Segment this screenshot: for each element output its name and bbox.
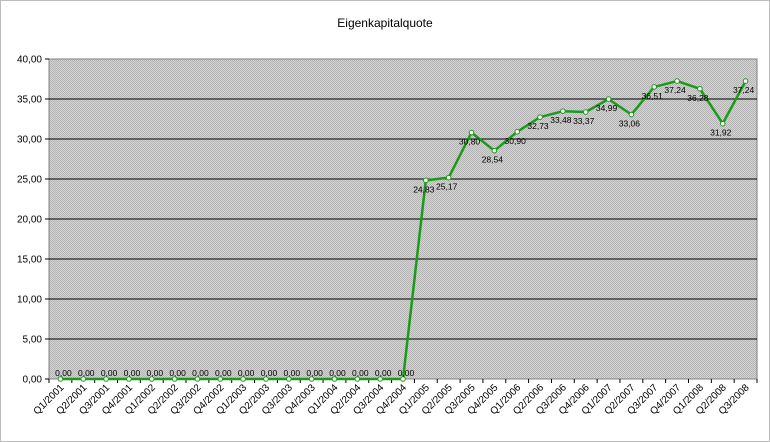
y-tick-label: 25,00 [17,175,42,186]
data-point [514,129,520,135]
data-label: 0,00 [284,368,301,378]
data-point [194,376,201,382]
data-label: 31,92 [710,128,732,138]
data-label: 0,00 [375,368,392,378]
data-label: 30,90 [505,136,527,146]
data-label: 33,48 [550,115,572,125]
data-label: 0,00 [261,368,278,378]
data-label: 0,00 [169,368,186,378]
data-point [286,376,292,382]
data-label: 24,83 [413,184,435,194]
data-point [103,376,109,382]
y-tick-label: 20,00 [17,215,42,226]
data-label: 34,99 [596,103,618,113]
y-tick-label: 15,00 [17,255,42,266]
data-point [742,78,749,84]
data-label: 36,28 [687,93,709,103]
data-point [308,376,315,382]
data-point [697,85,703,92]
data-point [719,120,726,127]
data-label: 0,00 [101,368,118,378]
data-label: 30,80 [459,137,481,147]
data-label: 0,00 [398,368,415,378]
y-tick-label: 30,00 [17,135,42,146]
data-point [126,376,132,382]
data-point [445,174,452,181]
data-label: 0,00 [306,368,323,378]
data-point [57,376,64,382]
data-label: 33,37 [573,116,595,126]
y-tick-label: 10,00 [17,295,42,306]
data-point [217,376,224,382]
data-label: 0,00 [329,368,346,378]
data-point [354,376,361,382]
data-point [331,376,338,382]
data-label: 0,00 [147,368,164,378]
data-label: 37,24 [733,85,755,95]
data-label: 0,00 [192,368,209,378]
data-point [468,129,475,136]
data-point [423,177,429,184]
data-label: 37,24 [664,85,686,95]
data-label: 0,00 [124,368,141,378]
data-label: 25,17 [436,182,458,192]
data-point [171,376,178,382]
data-label: 0,00 [238,368,255,378]
data-label: 0,00 [352,368,369,378]
data-label: 32,73 [527,121,549,131]
data-label: 0,00 [55,368,72,378]
data-label: 33,06 [619,119,641,129]
data-point [400,376,406,382]
data-point [605,96,612,102]
data-point [491,147,498,154]
data-label: 0,00 [215,368,232,378]
y-tick-label: 35,00 [17,95,42,106]
data-point [240,376,246,382]
data-point [560,108,566,114]
data-label: 28,54 [482,155,504,165]
data-label: 36,51 [642,91,664,101]
data-point [651,84,658,90]
chart-title: Eigenkapitalquote [337,16,433,30]
data-point [537,114,543,120]
data-point [80,376,87,382]
y-tick-label: 5,00 [23,335,43,346]
y-tick-label: 0,00 [23,375,43,386]
y-tick-label: 40,00 [17,55,42,66]
data-point [263,376,269,382]
data-point [628,111,635,118]
data-point [148,376,155,382]
data-label: 0,00 [78,368,95,378]
data-point [674,78,680,84]
data-point [582,109,589,115]
data-point [377,376,383,382]
